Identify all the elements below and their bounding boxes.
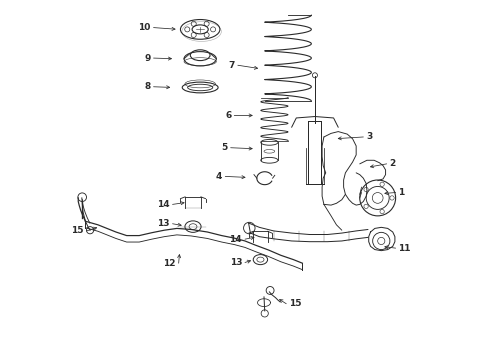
Text: 4: 4: [216, 172, 222, 181]
Text: 13: 13: [157, 219, 170, 228]
Text: 12: 12: [163, 259, 176, 268]
Text: 2: 2: [390, 159, 396, 168]
Text: 1: 1: [398, 188, 405, 197]
Text: 10: 10: [138, 23, 151, 32]
Text: 11: 11: [398, 244, 411, 253]
Text: 3: 3: [366, 132, 372, 141]
Text: 5: 5: [221, 143, 228, 152]
Text: 15: 15: [71, 226, 84, 235]
Text: 14: 14: [157, 200, 170, 209]
Text: 7: 7: [228, 61, 235, 70]
Text: 6: 6: [225, 111, 231, 120]
Text: 15: 15: [289, 299, 302, 308]
Text: 8: 8: [145, 82, 151, 91]
Text: 14: 14: [229, 235, 242, 244]
Text: 9: 9: [145, 54, 151, 63]
Text: 13: 13: [230, 258, 242, 267]
